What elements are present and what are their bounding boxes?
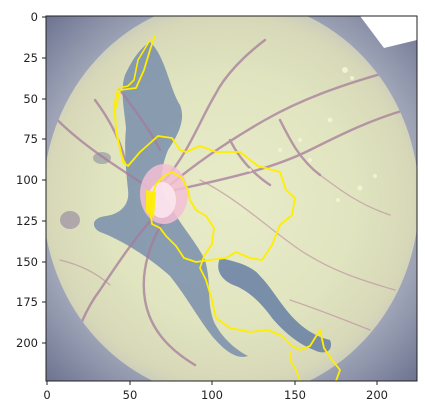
x-axis: 0 50 100 150 200	[43, 381, 388, 402]
x-tick-label: 50	[123, 388, 138, 402]
y-tick-label: 75	[23, 132, 38, 146]
y-tick-label: 100	[16, 173, 38, 187]
x-tick-label: 150	[284, 388, 306, 402]
y-tick-label: 50	[23, 92, 38, 106]
y-tick-label: 150	[16, 255, 38, 269]
y-tick-label: 125	[16, 214, 38, 228]
x-tick-label: 100	[201, 388, 223, 402]
y-axis: 0 25 50 75 100 125 150 175 200	[16, 10, 46, 350]
segmentation-contour	[114, 34, 341, 381]
x-tick-label: 200	[366, 388, 388, 402]
y-tick-label: 0	[31, 10, 38, 24]
optic-disc	[140, 164, 188, 224]
fundus-image	[46, 16, 417, 381]
y-tick-label: 25	[23, 51, 38, 65]
y-tick-label: 175	[16, 295, 38, 309]
x-tick-label: 0	[43, 388, 50, 402]
y-tick-label: 200	[16, 336, 38, 350]
axes-frame	[45, 15, 418, 382]
